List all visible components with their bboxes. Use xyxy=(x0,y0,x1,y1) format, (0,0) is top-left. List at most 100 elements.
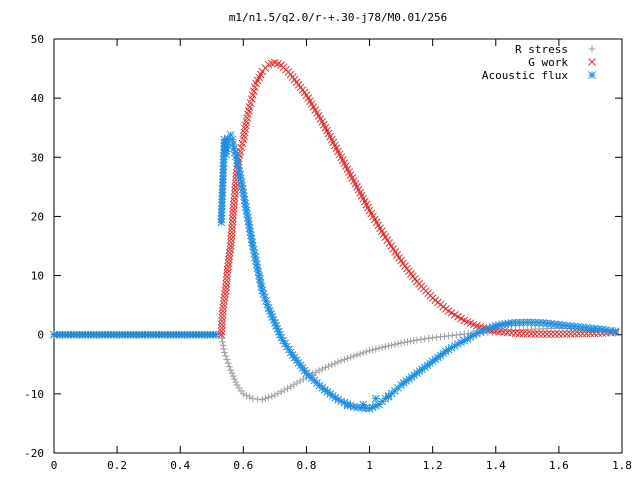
data-point xyxy=(340,356,348,364)
data-point xyxy=(220,297,229,305)
x-tick-label: 0 xyxy=(51,459,58,472)
data-point xyxy=(220,293,229,302)
data-point xyxy=(258,396,266,404)
data-point xyxy=(222,279,231,288)
data-points xyxy=(50,58,620,413)
data-point xyxy=(230,193,239,202)
data-point xyxy=(225,252,234,260)
data-point xyxy=(224,259,233,267)
series-g-work xyxy=(50,58,620,339)
data-point xyxy=(381,343,389,351)
data-point xyxy=(284,384,292,392)
y-tick-label: 50 xyxy=(31,33,44,46)
data-point xyxy=(230,200,238,209)
legend-marker xyxy=(588,58,596,66)
data-point xyxy=(356,350,364,358)
data-point xyxy=(337,357,345,365)
data-point xyxy=(271,391,279,399)
data-point xyxy=(227,228,236,237)
data-point xyxy=(261,395,269,403)
data-point xyxy=(350,352,358,360)
legend-marker xyxy=(588,45,596,53)
axis-ticks: 0 0.2 0.4 0.6 0.8 1 1.2 1.4 1.6 1.8 -20 -10 0 10 20 30 4… xyxy=(24,33,632,472)
data-point xyxy=(228,217,237,226)
data-point xyxy=(277,388,285,396)
data-point xyxy=(519,318,528,327)
data-point xyxy=(594,325,603,333)
data-point xyxy=(229,207,238,216)
data-point xyxy=(217,327,226,336)
data-point xyxy=(410,337,418,345)
data-point xyxy=(221,286,230,295)
data-point xyxy=(366,347,374,355)
data-point xyxy=(242,391,250,399)
data-point xyxy=(239,390,247,398)
data-point xyxy=(611,327,620,336)
data-point xyxy=(343,401,352,410)
data-point xyxy=(225,255,233,264)
data-point xyxy=(318,365,326,373)
data-point xyxy=(246,393,254,401)
data-point xyxy=(280,386,288,394)
x-tick-label: 1 xyxy=(366,459,373,472)
data-point xyxy=(227,231,236,240)
data-point xyxy=(226,245,235,254)
data-point xyxy=(218,307,227,315)
data-point xyxy=(212,330,220,339)
data-point xyxy=(230,190,239,198)
data-point xyxy=(265,393,273,401)
legend-label: Acoustic flux xyxy=(482,69,568,82)
data-point xyxy=(220,345,228,353)
chart-title: m1/n1.5/q2.0/r-+.30-j78/M0.01/256 xyxy=(229,11,448,24)
data-point xyxy=(228,221,237,230)
data-point xyxy=(384,342,392,350)
data-point xyxy=(315,367,323,375)
data-point xyxy=(343,354,351,362)
data-point xyxy=(218,320,226,329)
data-point xyxy=(230,197,239,205)
data-point xyxy=(328,361,336,369)
data-point xyxy=(226,242,235,250)
data-point xyxy=(359,349,367,357)
data-point xyxy=(334,358,342,366)
data-point xyxy=(353,351,361,359)
data-point xyxy=(219,303,228,312)
data-point xyxy=(225,363,233,371)
data-point xyxy=(228,369,236,377)
data-point xyxy=(229,211,237,219)
data-point xyxy=(391,340,399,348)
data-point xyxy=(228,214,237,223)
data-point xyxy=(347,353,355,361)
y-tick-label: 40 xyxy=(31,92,44,105)
data-point xyxy=(372,394,380,403)
data-point xyxy=(293,379,301,387)
data-point xyxy=(388,341,396,349)
x-tick-label: 0.6 xyxy=(233,459,253,472)
data-point xyxy=(223,272,231,281)
data-point xyxy=(232,378,240,386)
data-point xyxy=(229,204,238,212)
data-point xyxy=(230,375,238,383)
data-point xyxy=(539,330,547,338)
data-point xyxy=(290,381,298,389)
data-point xyxy=(222,352,230,360)
x-tick-label: 0.8 xyxy=(297,459,317,472)
data-point xyxy=(226,130,235,139)
data-point xyxy=(222,276,231,285)
data-point xyxy=(227,238,235,247)
data-point xyxy=(312,368,320,376)
data-point xyxy=(219,341,227,349)
data-point xyxy=(223,265,232,274)
data-point xyxy=(231,186,239,195)
data-point xyxy=(394,340,402,348)
y-tick-label: 20 xyxy=(31,210,44,223)
data-point xyxy=(223,356,231,364)
data-point xyxy=(259,290,268,298)
data-point xyxy=(543,330,551,338)
data-point xyxy=(219,300,228,309)
series-acoustic-flux xyxy=(50,130,620,413)
data-point xyxy=(231,148,239,157)
data-point xyxy=(219,338,227,346)
data-point xyxy=(425,334,433,342)
